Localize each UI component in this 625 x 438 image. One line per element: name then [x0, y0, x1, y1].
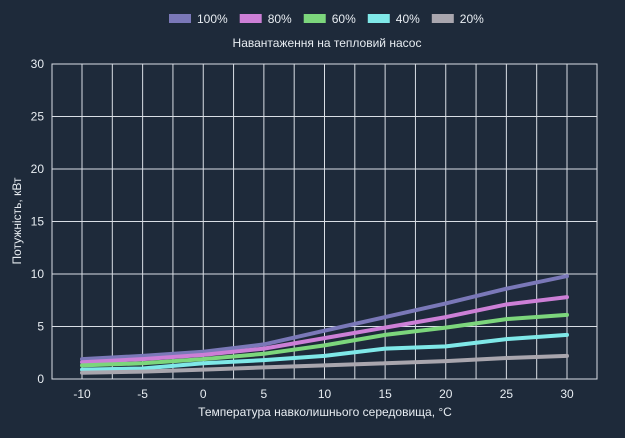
x-tick-label: -10 — [73, 387, 91, 401]
y-tick-label: 10 — [31, 267, 45, 281]
legend-swatch-pct100 — [169, 14, 191, 23]
y-tick-label: 0 — [37, 372, 44, 386]
x-tick-label: 20 — [439, 387, 453, 401]
y-axis-label: Потужність, кВт — [10, 177, 24, 264]
x-tick-label: 30 — [560, 387, 574, 401]
y-tick-label: 5 — [37, 320, 44, 334]
series-line-60pct — [80, 312, 569, 368]
y-tick-label: 20 — [31, 162, 45, 176]
x-tick-label: 5 — [261, 387, 268, 401]
legend-swatch-pct80 — [239, 14, 262, 23]
x-tick-label: 15 — [378, 387, 392, 401]
series-line-80pct — [80, 295, 569, 365]
legend-label-pct100: 100% — [197, 12, 228, 26]
legend: 100% 80% 60% 40% 20% — [169, 12, 484, 26]
chart-title: Навантаження на тепловий насос — [233, 36, 422, 50]
y-axis-ticks: 0 5 10 15 20 25 30 — [31, 57, 45, 386]
legend-label-pct40: 40% — [396, 12, 420, 26]
series-line-100pct — [80, 274, 569, 362]
y-tick-label: 25 — [31, 110, 45, 124]
legend-swatch-pct40 — [367, 14, 390, 23]
x-tick-label: 25 — [500, 387, 514, 401]
series-line-20pct — [80, 353, 569, 375]
x-axis-label: Температура навколишнього середовища, °C — [198, 405, 452, 419]
legend-label-pct20: 20% — [460, 12, 484, 26]
series-line-40pct — [80, 332, 569, 372]
y-tick-label: 15 — [31, 215, 45, 229]
x-tick-label: 10 — [318, 387, 332, 401]
legend-swatch-pct60 — [303, 14, 326, 23]
grid — [51, 63, 598, 380]
legend-label-pct60: 60% — [332, 12, 356, 26]
x-tick-label: -5 — [137, 387, 148, 401]
legend-label-pct80: 80% — [268, 12, 292, 26]
x-tick-label: 0 — [200, 387, 207, 401]
y-tick-label: 30 — [31, 57, 45, 71]
legend-swatch-pct20 — [431, 14, 454, 23]
series-lines — [80, 274, 569, 375]
x-axis-ticks: -10 -5 0 5 10 15 20 25 30 — [73, 387, 574, 401]
